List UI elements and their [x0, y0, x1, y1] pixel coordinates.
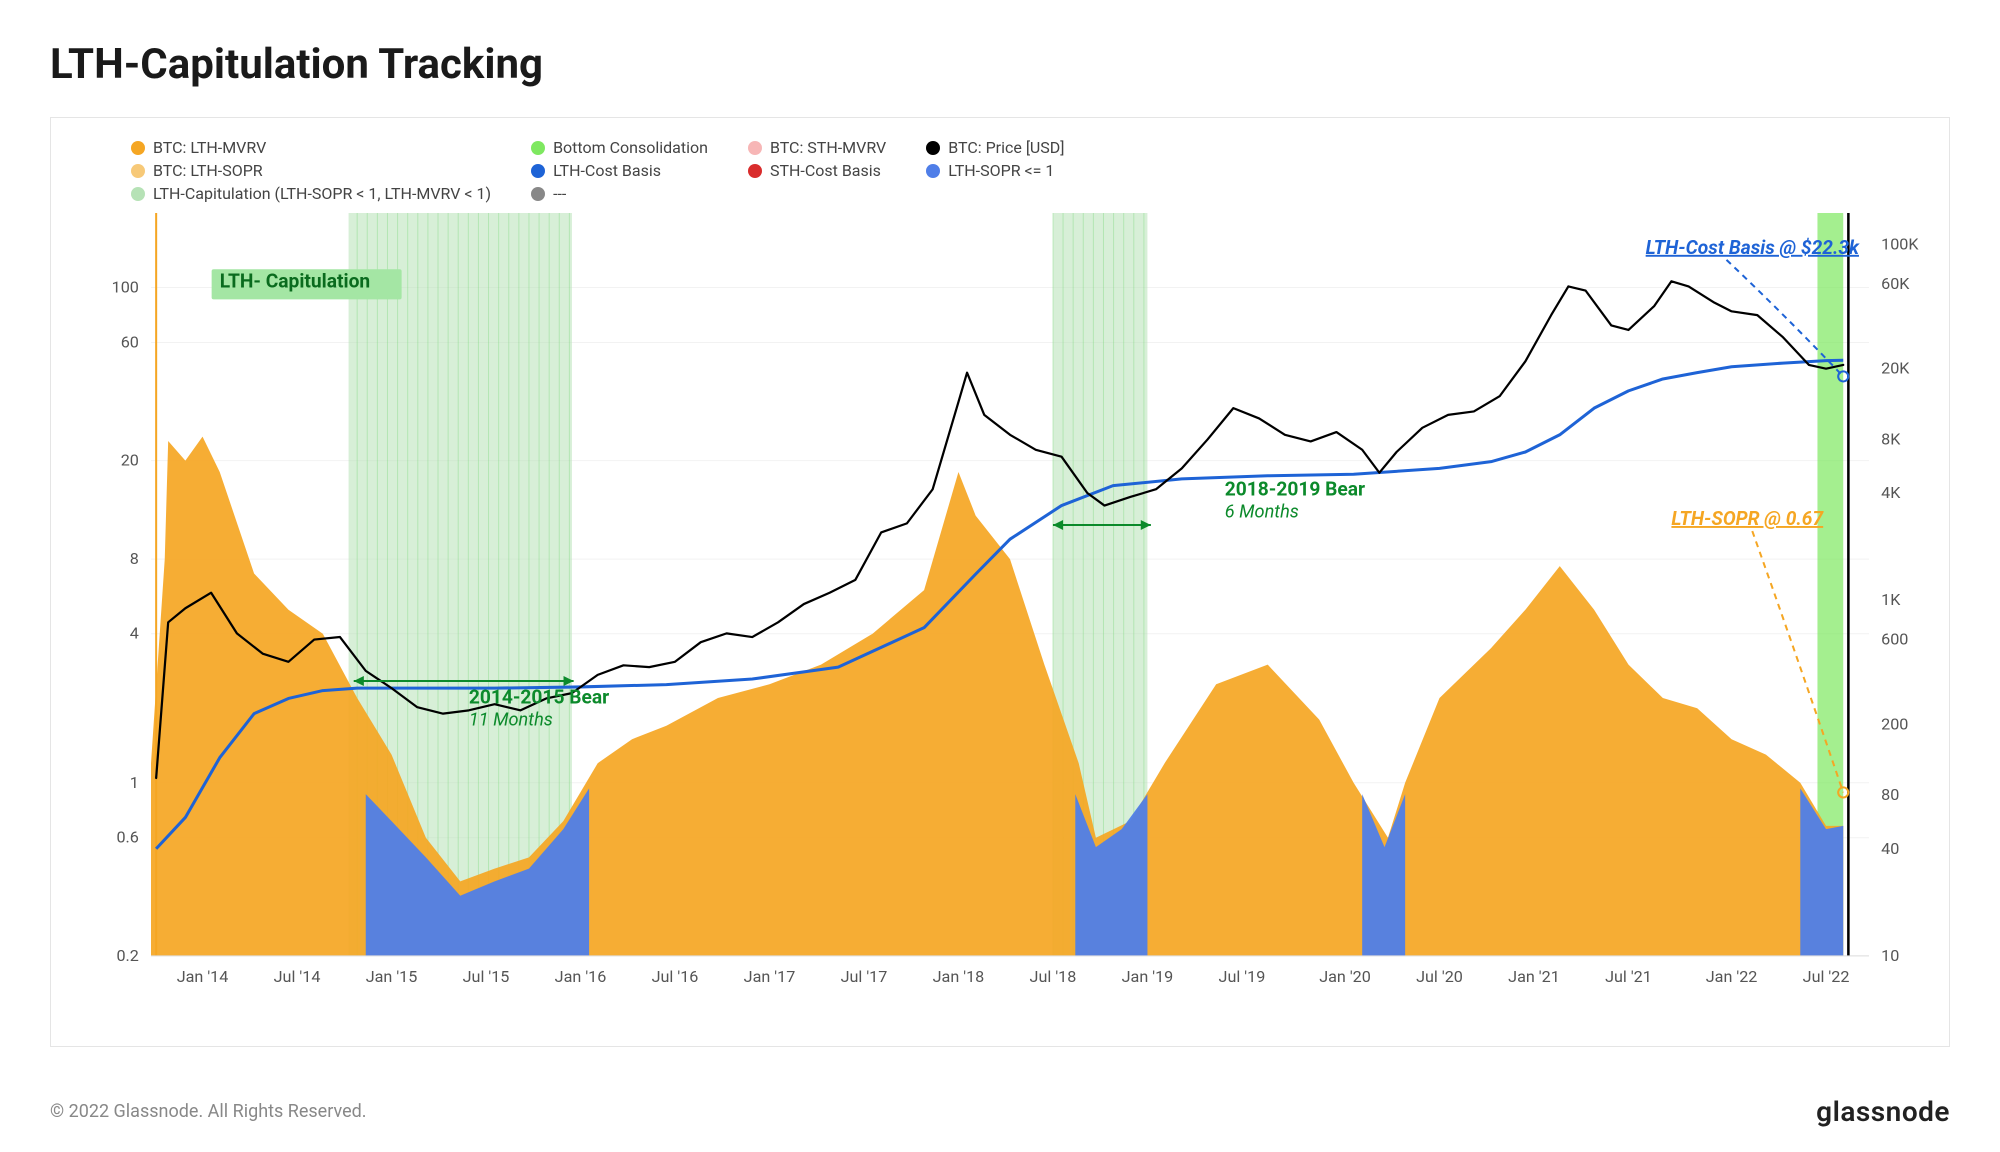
svg-text:Jan '19: Jan '19 [1122, 967, 1174, 986]
svg-text:Jul '22: Jul '22 [1803, 967, 1850, 986]
svg-text:2018-2019 Bear: 2018-2019 Bear [1225, 477, 1365, 500]
chart-frame: BTC: LTH-MVRV BTC: LTH-SOPR LTH-Capitulati… [50, 117, 1950, 1047]
legend-item: LTH-Capitulation (LTH-SOPR < 1, LTH-MVRV… [131, 184, 531, 203]
legend-item: LTH-SOPR <= 1 [926, 161, 1104, 180]
svg-text:Jan '16: Jan '16 [555, 967, 607, 986]
svg-text:60: 60 [121, 333, 139, 352]
svg-text:100: 100 [112, 278, 139, 297]
legend-label: BTC: LTH-MVRV [153, 138, 266, 157]
svg-text:LTH- Capitulation: LTH- Capitulation [220, 269, 370, 292]
svg-text:11 Months: 11 Months [469, 709, 553, 730]
svg-text:Jan '18: Jan '18 [933, 967, 985, 986]
legend-label: BTC: LTH-SOPR [153, 161, 263, 180]
svg-text:Jul '18: Jul '18 [1030, 967, 1077, 986]
svg-text:8K: 8K [1881, 430, 1901, 449]
svg-text:200: 200 [1881, 715, 1908, 734]
svg-text:Jan '14: Jan '14 [177, 967, 229, 986]
svg-text:Jul '21: Jul '21 [1605, 967, 1652, 986]
svg-text:Jul '15: Jul '15 [463, 967, 510, 986]
page-title: LTH-Capitulation Tracking [50, 40, 1950, 89]
svg-text:80: 80 [1881, 785, 1899, 804]
legend-label: BTC: STH-MVRV [770, 138, 886, 157]
svg-text:LTH-SOPR @ 0.67: LTH-SOPR @ 0.67 [1671, 507, 1824, 530]
svg-text:Jan '20: Jan '20 [1319, 967, 1371, 986]
svg-text:8: 8 [130, 549, 139, 568]
legend-item: LTH-Cost Basis [531, 161, 748, 180]
copyright: © 2022 Glassnode. All Rights Reserved. [50, 1101, 367, 1122]
brand-logo: glassnode [1816, 1095, 1950, 1128]
svg-text:Jul '19: Jul '19 [1219, 967, 1266, 986]
plot-area: 0.20.614820601001040802006001K4K8K20K60K… [151, 213, 1869, 986]
svg-text:100K: 100K [1881, 234, 1919, 253]
svg-text:Jan '22: Jan '22 [1706, 967, 1758, 986]
svg-text:Jul '20: Jul '20 [1416, 967, 1463, 986]
svg-text:6 Months: 6 Months [1225, 501, 1299, 522]
legend-item: STH-Cost Basis [748, 161, 926, 180]
legend-item: Bottom Consolidation [531, 138, 748, 157]
svg-text:0.2: 0.2 [116, 946, 138, 965]
svg-text:600: 600 [1881, 630, 1908, 649]
legend-label: STH-Cost Basis [770, 161, 881, 180]
svg-text:2014-2015 Bear: 2014-2015 Bear [469, 685, 609, 708]
svg-text:40: 40 [1881, 839, 1899, 858]
legend-item: --- [531, 184, 748, 203]
svg-text:10: 10 [1881, 946, 1899, 965]
svg-text:LTH-Cost Basis @ $22.3k: LTH-Cost Basis @ $22.3k [1646, 236, 1860, 259]
legend-label: --- [553, 184, 566, 203]
legend-label: LTH-Cost Basis [553, 161, 661, 180]
legend-item: BTC: LTH-SOPR [131, 161, 531, 180]
svg-text:Jul '17: Jul '17 [841, 967, 888, 986]
svg-text:Jan '17: Jan '17 [744, 967, 796, 986]
svg-text:4K: 4K [1881, 483, 1901, 502]
legend-label: BTC: Price [USD] [948, 138, 1064, 157]
legend-label: LTH-SOPR <= 1 [948, 161, 1054, 180]
svg-text:Jan '21: Jan '21 [1508, 967, 1560, 986]
legend-item: BTC: LTH-MVRV [131, 138, 531, 157]
svg-text:20K: 20K [1881, 359, 1910, 378]
svg-text:20: 20 [121, 451, 139, 470]
svg-text:1: 1 [130, 773, 139, 792]
svg-text:0.6: 0.6 [116, 828, 138, 847]
legend-item: BTC: Price [USD] [926, 138, 1104, 157]
legend-item: BTC: STH-MVRV [748, 138, 926, 157]
legend: BTC: LTH-MVRV BTC: LTH-SOPR LTH-Capitulati… [71, 138, 1929, 203]
svg-text:Jul '16: Jul '16 [652, 967, 699, 986]
legend-label: Bottom Consolidation [553, 138, 708, 157]
svg-text:4: 4 [130, 624, 139, 643]
svg-text:60K: 60K [1881, 274, 1910, 293]
svg-text:1K: 1K [1881, 590, 1901, 609]
legend-label: LTH-Capitulation (LTH-SOPR < 1, LTH-MVRV… [153, 184, 491, 203]
svg-text:Jul '14: Jul '14 [274, 967, 321, 986]
svg-text:Jan '15: Jan '15 [366, 967, 418, 986]
